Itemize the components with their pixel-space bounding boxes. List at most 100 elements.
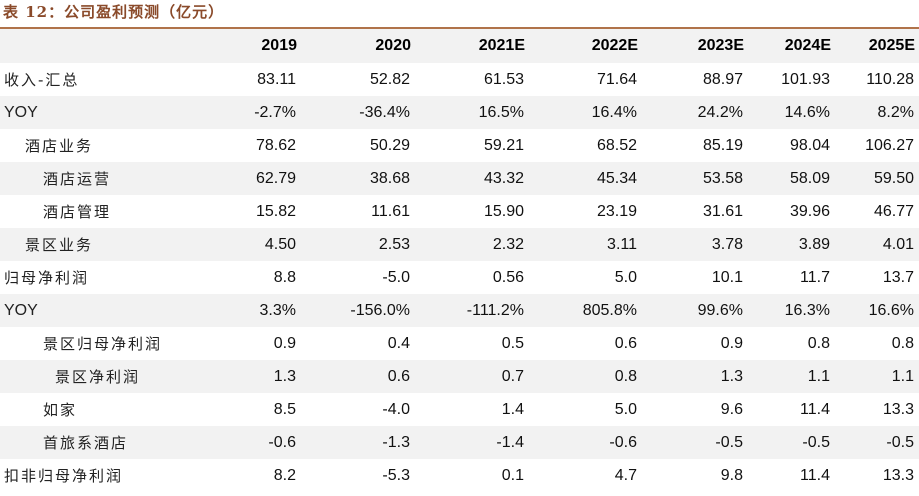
value-cell: 62.79 <box>187 162 301 195</box>
header-cell-label <box>0 29 187 63</box>
value-cell: 1.1 <box>748 360 835 393</box>
value-cell: 71.64 <box>596 70 637 88</box>
value-cell: 61.53 <box>483 70 524 88</box>
value-cell: 805.8% <box>529 294 642 327</box>
table-caption: 表 12：公司盈利预测（亿元） <box>3 3 225 21</box>
value-cell: 98.04 <box>789 136 830 154</box>
value-cell: 38.68 <box>301 162 415 195</box>
value-cell: 4.7 <box>614 466 637 484</box>
value-cell: -0.6 <box>187 426 301 459</box>
value-cell: 5.0 <box>614 400 637 418</box>
table-row: 酒店管理 15.82 11.61 15.90 23.19 31.61 39.96… <box>0 195 919 228</box>
row-label: 景区业务 <box>0 228 187 261</box>
value-cell: 13.3 <box>882 466 914 484</box>
value-cell: 85.19 <box>702 136 743 154</box>
value-cell: 15.90 <box>483 202 524 220</box>
value-cell: -2.7% <box>187 96 301 129</box>
value-cell: -1.4 <box>415 426 529 459</box>
row-label: 如家 <box>43 401 78 419</box>
value-cell: 9.6 <box>720 400 743 418</box>
value-cell: 0.9 <box>273 334 296 352</box>
value-cell: 8.2 <box>273 466 296 484</box>
value-cell: 101.93 <box>781 70 830 88</box>
value-cell: 3.3% <box>187 294 301 327</box>
row-label: 景区归母净利润 <box>43 335 163 353</box>
value-cell: 16.6% <box>835 294 919 327</box>
value-cell: -0.5 <box>748 426 835 459</box>
value-cell: 46.77 <box>873 202 914 220</box>
value-cell: 0.4 <box>387 334 410 352</box>
table-row: 景区归母净利润 0.9 0.4 0.5 0.6 0.9 0.8 0.8 <box>0 327 919 360</box>
value-cell: 9.8 <box>720 466 743 484</box>
value-cell: 0.6 <box>301 360 415 393</box>
value-cell: 11.4 <box>800 466 830 484</box>
value-cell: -4.0 <box>382 400 410 418</box>
value-cell: 45.34 <box>529 162 642 195</box>
value-cell: -1.3 <box>301 426 415 459</box>
table-row: 归母净利润 8.8 -5.0 0.56 5.0 10.1 11.7 13.7 <box>0 261 919 294</box>
value-cell: 1.1 <box>835 360 919 393</box>
value-cell: 110.28 <box>866 70 914 88</box>
row-label: YOY <box>0 294 187 327</box>
value-cell: 39.96 <box>789 202 830 220</box>
value-cell: 99.6% <box>642 294 748 327</box>
value-cell: 8.2% <box>835 96 919 129</box>
row-label: 酒店管理 <box>43 203 112 221</box>
value-cell: 3.89 <box>748 228 835 261</box>
value-cell: 8.8 <box>273 268 296 286</box>
value-cell: -0.5 <box>642 426 748 459</box>
value-cell: 11.4 <box>800 400 830 418</box>
value-cell: 16.3% <box>748 294 835 327</box>
value-cell: 16.4% <box>529 96 642 129</box>
value-cell: 2.53 <box>301 228 415 261</box>
value-cell: 11.7 <box>800 268 830 286</box>
value-cell: 14.6% <box>748 96 835 129</box>
value-cell: -111.2% <box>415 294 529 327</box>
row-label: 景区净利润 <box>0 360 187 393</box>
value-cell: 10.1 <box>711 268 743 286</box>
value-cell: 0.1 <box>501 466 524 484</box>
value-cell: 8.5 <box>273 400 296 418</box>
profit-forecast-table: 2019 2020 2021E 2022E 2023E 2024E 2025E … <box>0 29 919 492</box>
header-cell-year: 2020 <box>301 29 415 63</box>
value-cell: -0.5 <box>835 426 919 459</box>
value-cell: -156.0% <box>301 294 415 327</box>
value-cell: -0.6 <box>529 426 642 459</box>
value-cell: 24.2% <box>642 96 748 129</box>
header-cell-year: 2023E <box>642 29 748 63</box>
table-row: 景区业务 4.50 2.53 2.32 3.11 3.78 3.89 4.01 <box>0 228 919 261</box>
value-cell: 83.11 <box>257 70 296 88</box>
value-cell: 106.27 <box>865 136 914 154</box>
value-cell: 0.6 <box>614 334 637 352</box>
value-cell: 0.8 <box>807 334 830 352</box>
row-label: 酒店运营 <box>0 162 187 195</box>
row-label: 归母净利润 <box>4 269 90 287</box>
value-cell: -36.4% <box>301 96 415 129</box>
value-cell: 0.56 <box>492 268 524 286</box>
header-cell-year: 2022E <box>529 29 642 63</box>
value-cell: 13.3 <box>882 400 914 418</box>
value-cell: -5.0 <box>382 268 410 286</box>
table-row: 酒店业务 78.62 50.29 59.21 68.52 85.19 98.04… <box>0 129 919 162</box>
header-cell-year: 2019 <box>187 29 301 63</box>
table-row: 景区净利润 1.3 0.6 0.7 0.8 1.3 1.1 1.1 <box>0 360 919 393</box>
value-cell: 50.29 <box>369 136 410 154</box>
value-cell: 11.61 <box>371 202 410 220</box>
header-cell-year: 2025E <box>835 29 919 63</box>
row-label: 扣非归母净利润 <box>4 467 124 485</box>
table-top-rule <box>0 27 919 29</box>
value-cell: 0.5 <box>501 334 524 352</box>
row-label: YOY <box>0 96 187 129</box>
value-cell: 4.50 <box>187 228 301 261</box>
value-cell: 53.58 <box>642 162 748 195</box>
value-cell: 1.4 <box>501 400 524 418</box>
header-row: 2019 2020 2021E 2022E 2023E 2024E 2025E <box>0 29 919 63</box>
value-cell: 5.0 <box>614 268 637 286</box>
value-cell: 43.32 <box>415 162 529 195</box>
value-cell: 13.7 <box>882 268 914 286</box>
value-cell: 15.82 <box>255 202 296 220</box>
table-row: YOY 3.3% -156.0% -111.2% 805.8% 99.6% 16… <box>0 294 919 327</box>
row-label: 酒店业务 <box>25 137 94 155</box>
value-cell: 3.78 <box>642 228 748 261</box>
value-cell: 68.52 <box>596 136 637 154</box>
